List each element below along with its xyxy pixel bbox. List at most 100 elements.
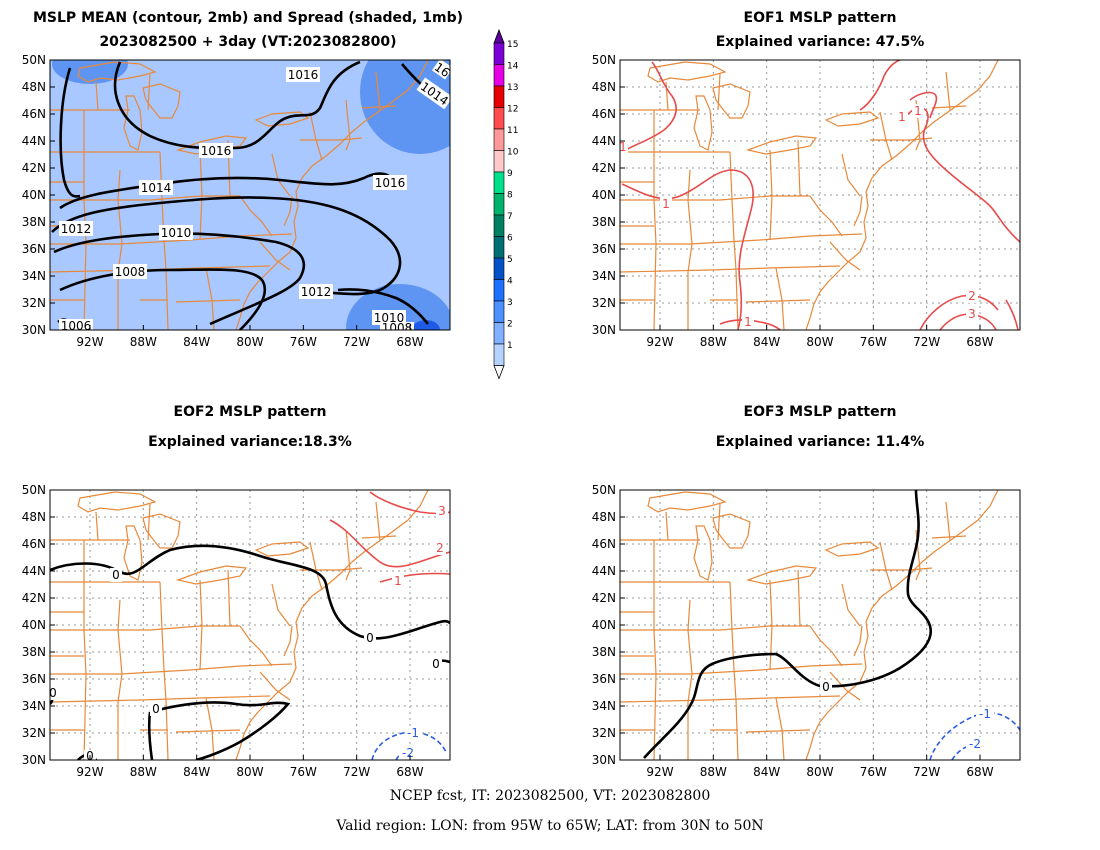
lat-tick-label: 42N [592, 161, 616, 175]
colorbar-swatch [493, 214, 505, 237]
lon-tick-label: 92W [646, 765, 673, 779]
colorbar-swatch [493, 128, 505, 151]
lat-tick-label: 50N [22, 483, 46, 497]
eof1-label-1: 1 [898, 110, 906, 124]
eof2-label-0: 0 [49, 686, 57, 700]
colorbar-label: 12 [507, 105, 518, 115]
lon-tick-label: 68W [966, 765, 993, 779]
colorbar-swatch [493, 85, 505, 108]
lat-tick-label: 46N [22, 537, 46, 551]
contour-label-1012: 1012 [301, 285, 332, 299]
panel2-axis-ticks: 50N 48N 46N 44N 42N 40N 38N 36N 34N 32N 30N 92W 88W 8… [592, 53, 994, 349]
eof2-label-0: 0 [366, 631, 374, 645]
lat-tick-label: 30N [22, 753, 46, 767]
lat-tick-label: 48N [592, 510, 616, 524]
panel4-gridlines [620, 490, 1020, 760]
lon-tick-label: 72W [913, 765, 940, 779]
lon-tick-label: 76W [860, 335, 887, 349]
panel1-title-line2: 2023082500 + 3day (VT:2023082800) [99, 34, 397, 50]
lat-tick-label: 42N [22, 591, 46, 605]
colorbar-swatch [493, 193, 505, 216]
colorbar-label: 10 [507, 148, 519, 158]
lat-tick-label: 36N [22, 672, 46, 686]
eof2-label-0: 0 [86, 749, 94, 763]
lon-tick-label: 88W [130, 335, 157, 349]
lon-tick-label: 92W [76, 765, 103, 779]
eof1-label-1: 1 [662, 197, 670, 211]
colorbar-swatch [493, 107, 505, 130]
lat-tick-label: 50N [592, 53, 616, 67]
contour-label-1014: 1014 [141, 181, 172, 195]
panel3-title-line2: Explained variance:18.3% [148, 434, 352, 450]
eof2-label-minus1: -1 [407, 726, 419, 740]
lon-tick-label: 88W [130, 765, 157, 779]
lat-tick-label: 42N [592, 591, 616, 605]
eof2-zero-contours [50, 544, 450, 760]
lat-tick-label: 40N [592, 188, 616, 202]
colorbar-label: 9 [507, 169, 513, 179]
panel4-axis-ticks: 50N 48N 46N 44N 42N 40N 38N 36N 34N 32N 30N 92W 88W 8… [592, 483, 994, 779]
mslp-contours [51, 60, 447, 330]
eof2-label-1: 1 [394, 574, 402, 588]
lon-tick-label: 84W [753, 765, 780, 779]
contour-label-1010: 1010 [374, 311, 405, 325]
eof2-label-0: 0 [432, 657, 440, 671]
lat-tick-label: 38N [592, 215, 616, 229]
lat-tick-label: 48N [22, 80, 46, 94]
lat-tick-label: 46N [592, 107, 616, 121]
eof2-label-0: 0 [112, 568, 120, 582]
colorbar-bottom-arrow [493, 365, 505, 380]
colorbar-label: 2 [507, 320, 513, 330]
lon-tick-label: 80W [806, 765, 833, 779]
panel4-title-line1: EOF3 MSLP pattern [743, 404, 897, 420]
lat-tick-label: 36N [592, 672, 616, 686]
eof1-label-1: 1 [619, 140, 627, 154]
lat-tick-label: 44N [592, 134, 616, 148]
lat-tick-label: 42N [22, 161, 46, 175]
lat-tick-label: 50N [22, 53, 46, 67]
lat-tick-label: 30N [592, 323, 616, 337]
lon-tick-label: 84W [183, 335, 210, 349]
lon-tick-label: 80W [236, 765, 263, 779]
colorbar-swatch [493, 343, 505, 366]
lon-tick-label: 68W [966, 335, 993, 349]
lat-tick-label: 32N [22, 296, 46, 310]
lat-tick-label: 32N [592, 726, 616, 740]
lat-tick-label: 48N [592, 80, 616, 94]
colorbar-swatch [493, 279, 505, 302]
lat-tick-label: 32N [592, 296, 616, 310]
lon-tick-label: 92W [76, 335, 103, 349]
contour-label-1006: 1006 [61, 319, 92, 333]
eof3-zero-contour [643, 490, 933, 759]
lon-tick-label: 88W [700, 335, 727, 349]
lat-tick-label: 38N [22, 215, 46, 229]
panel1-map: 1016 1016 1014 1012 1010 1008 1006 1016 … [22, 53, 451, 349]
panel3-title-line1: EOF2 MSLP pattern [173, 404, 327, 420]
colorbar-swatch [493, 64, 505, 87]
eof2-label-2: 2 [436, 541, 444, 555]
eof2-label-3: 3 [438, 504, 446, 518]
panel4-title-line2: Explained variance: 11.4% [715, 434, 925, 450]
panel1-axis-ticks: 50N 48N 46N 44N 42N 40N 38N 36N 34N 32N 30N 92W 88W 8… [22, 53, 424, 349]
footer-line1: NCEP fcst, IT: 2023082500, VT: 202308280… [389, 788, 711, 804]
lat-tick-label: 40N [22, 188, 46, 202]
lat-tick-label: 34N [22, 699, 46, 713]
lon-tick-label: 84W [183, 765, 210, 779]
colorbar-label: 13 [507, 83, 518, 93]
colorbar-label: 5 [507, 255, 513, 265]
spread-high-region [52, 60, 128, 84]
lat-tick-label: 50N [592, 483, 616, 497]
panel3-gridlines [50, 490, 450, 760]
colorbar-label: 1 [507, 341, 513, 351]
colorbar-label: 4 [507, 277, 513, 287]
lat-tick-label: 38N [22, 645, 46, 659]
lon-tick-label: 72W [913, 335, 940, 349]
panel2-map: 1 1 1 1 1 2 3 50N 48N 46N 44N 42N 40N 38N 36N 34… [592, 53, 1021, 349]
lat-tick-label: 48N [22, 510, 46, 524]
lat-tick-label: 34N [592, 699, 616, 713]
eof2-label-minus2: -2 [402, 746, 414, 760]
contour-label-1008: 1008 [382, 321, 413, 335]
colorbar-swatch [493, 236, 505, 259]
colorbar-top-arrow [493, 28, 505, 44]
lon-tick-label: 68W [396, 335, 423, 349]
